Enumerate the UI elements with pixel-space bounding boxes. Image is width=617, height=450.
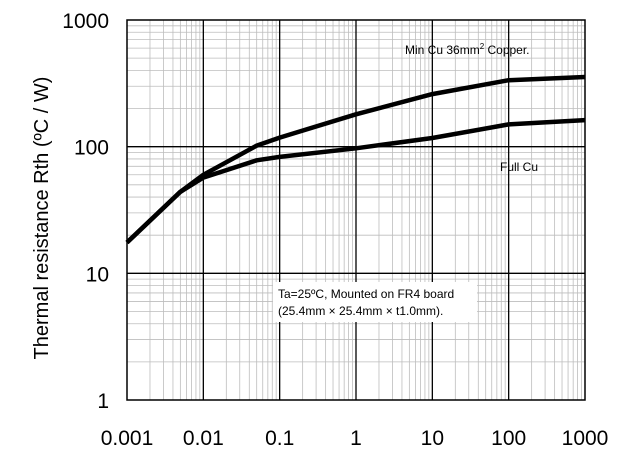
annotation-box xyxy=(273,282,477,322)
y-tick-label: 10 xyxy=(86,263,109,286)
plot-area-frame xyxy=(126,19,586,401)
major-grid xyxy=(127,20,585,400)
series-label-full-cu: Full Cu xyxy=(500,160,538,174)
series-line-full-cu xyxy=(125,117,586,245)
series-label-min-cu: Min Cu 36mm2 Copper. xyxy=(405,42,530,57)
x-tick-label: 0.01 xyxy=(183,427,224,450)
x-tick-label: 1 xyxy=(350,427,362,450)
x-tick-label: 10 xyxy=(421,427,444,450)
x-tick-labels: 0.001 0.01 0.1 1 10 100 1000 xyxy=(101,427,609,450)
y-tick-label: 1 xyxy=(97,390,109,413)
annotation-line-2: (25.4mm × 25.4mm × t1.0mm). xyxy=(278,304,443,318)
series-lines xyxy=(125,74,586,245)
x-tick-label: 1000 xyxy=(562,427,609,450)
y-tick-label: 1000 xyxy=(62,10,109,33)
y-axis-label: Thermal resistance Rth (ºC / W) xyxy=(31,77,53,360)
x-tick-label: 0.001 xyxy=(101,427,154,450)
x-tick-label: 0.1 xyxy=(265,427,294,450)
y-tick-label: 100 xyxy=(74,137,109,160)
x-tick-label: 100 xyxy=(491,427,526,450)
annotation-line-1: Ta=25ºC, Mounted on FR4 board xyxy=(278,287,454,301)
y-tick-labels: 1 10 100 1000 xyxy=(62,10,109,413)
